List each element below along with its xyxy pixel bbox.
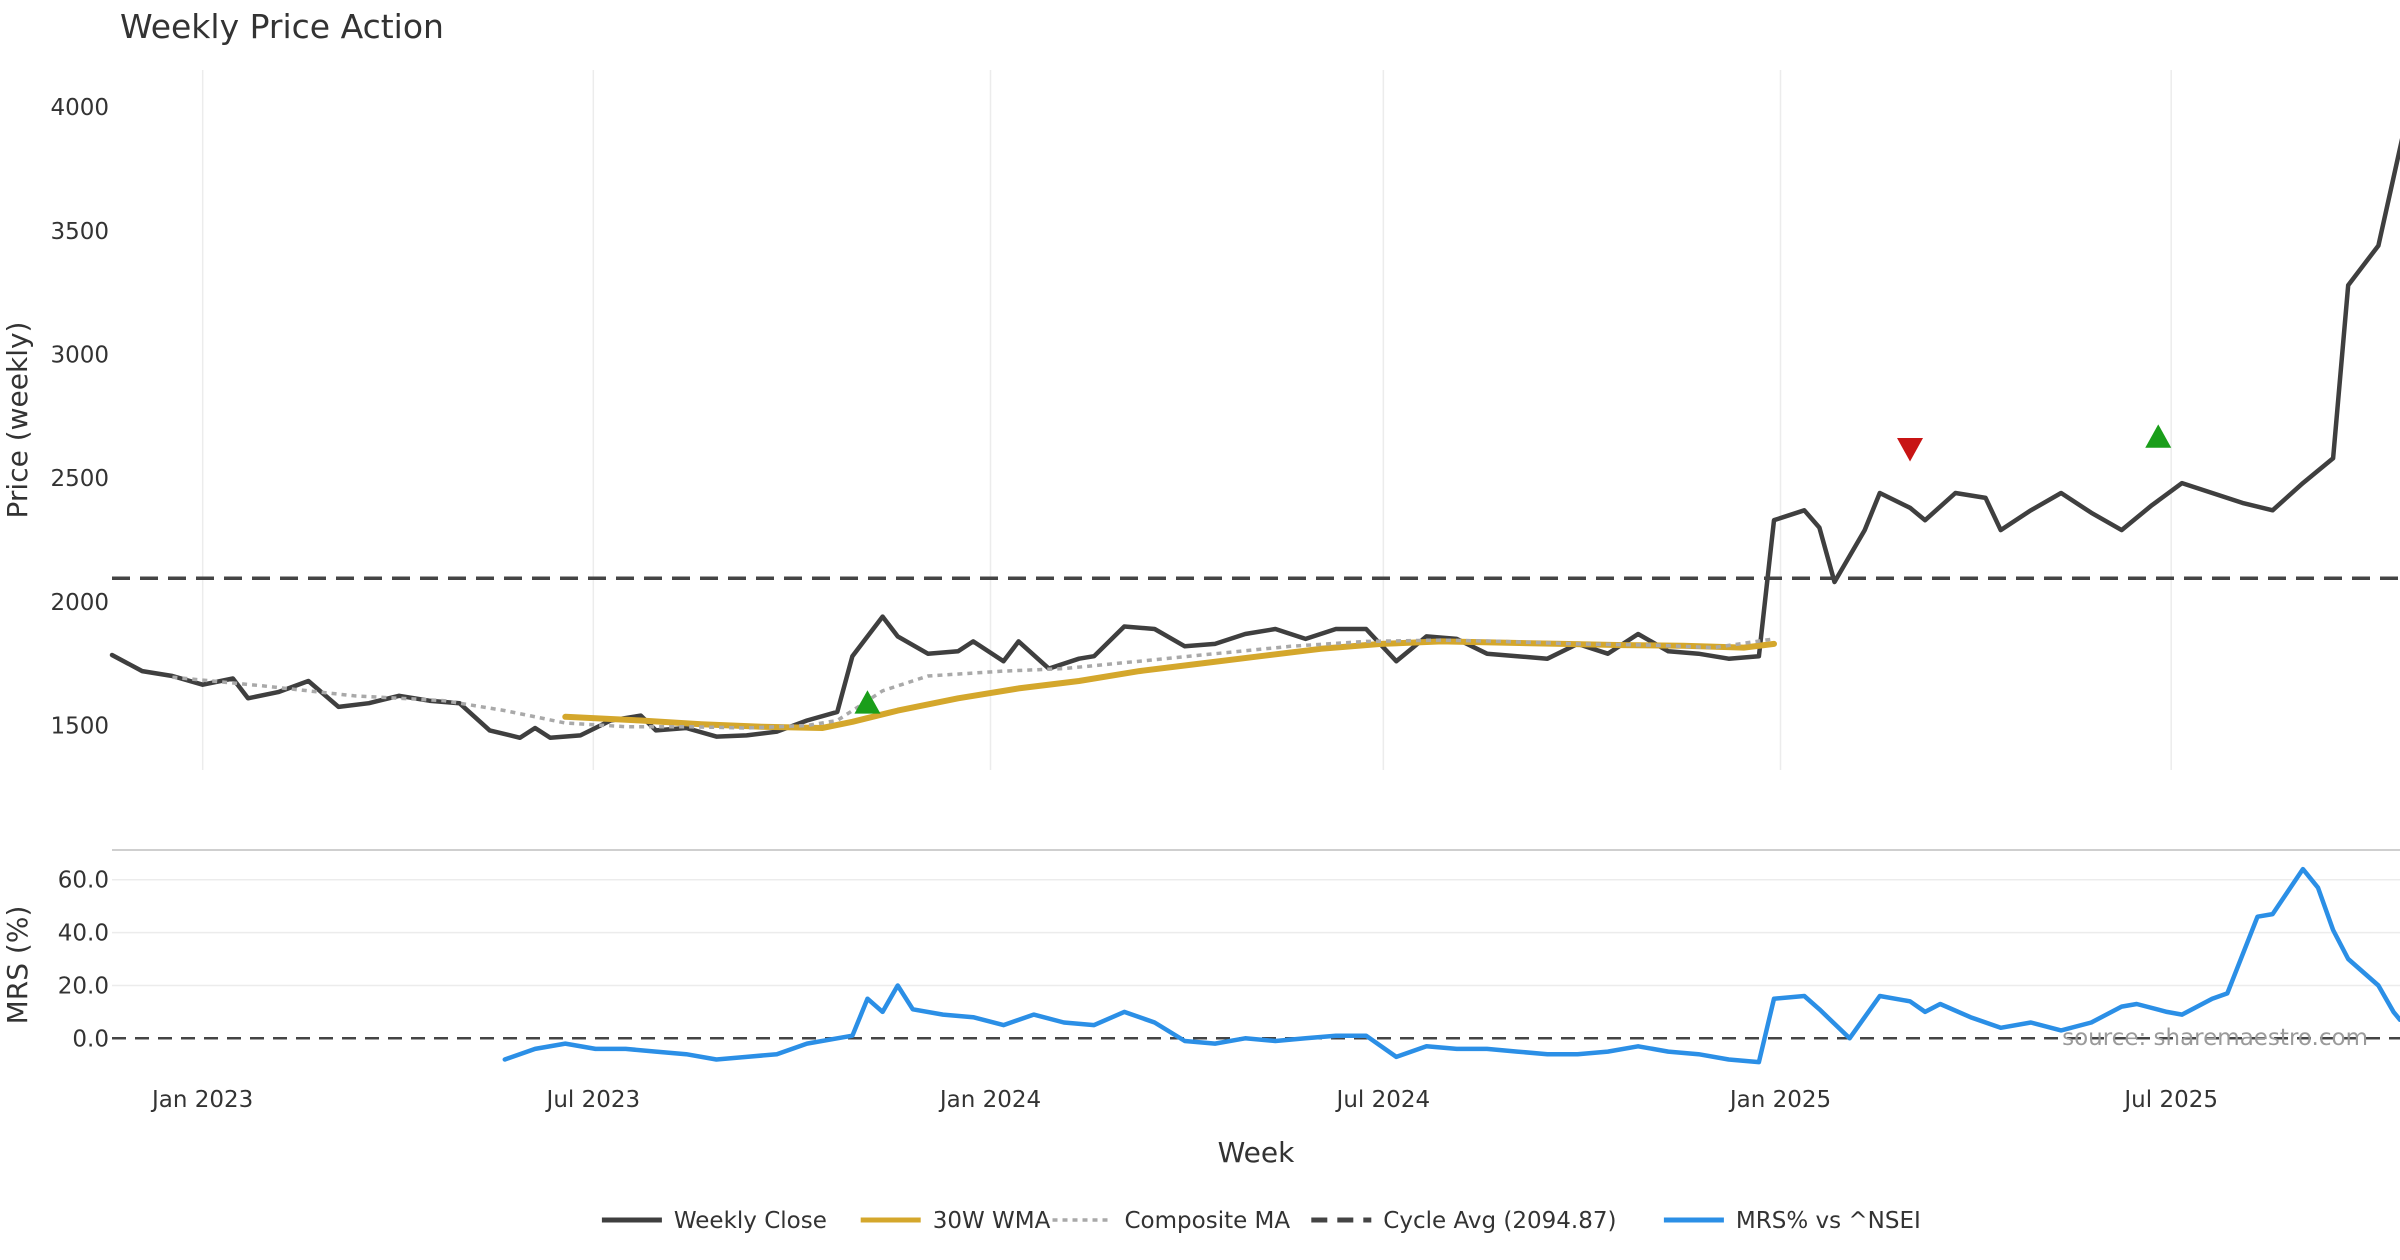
price-panel: 1500 2000 2500 3000 3500 4000 Price (weekly) [1, 70, 2400, 770]
price-y-axis: 1500 2000 2500 3000 3500 4000 [50, 95, 109, 739]
mrs-grid [112, 878, 2400, 987]
legend-label-2: Composite MA [1125, 1208, 1291, 1234]
legend-entry-3: Cycle Avg (2094.87) [1311, 1208, 1616, 1234]
legend-label-3: Cycle Avg (2094.87) [1383, 1208, 1616, 1234]
price-y-tick-5: 4000 [50, 95, 109, 121]
price-grid [201, 70, 2172, 770]
legend-entry-1: 30W WMA [860, 1208, 1051, 1234]
x-axis-label: Week [1218, 1136, 1295, 1169]
legend-label-4: MRS% vs ^NSEI [1736, 1208, 1921, 1234]
price-y-tick-0: 1500 [50, 713, 109, 739]
x-tick-4: Jan 2025 [1728, 1087, 1831, 1113]
price-y-tick-3: 3000 [50, 342, 109, 368]
x-tick-3: Jul 2024 [1335, 1087, 1431, 1113]
mrs-y-tick-0: 0.0 [72, 1026, 109, 1052]
mrs-panel: 0.0 20.0 40.0 60.0 MRS (%) source: sharemae… [1, 866, 2400, 1065]
signal-markers [854, 424, 2172, 714]
x-tick-0: Jan 2023 [150, 1087, 253, 1113]
legend-label-1: 30W WMA [933, 1208, 1051, 1234]
price-y-axis-label: Price (weekly) [1, 322, 34, 519]
mrs-y-tick-3: 60.0 [58, 868, 109, 894]
sell-signal-marker-1 [1897, 438, 1924, 462]
x-axis: Jan 2023 Jul 2023 Jan 2024 Jul 2024 Jan 2025… [150, 1087, 2218, 1113]
price-y-tick-2: 2500 [50, 466, 109, 492]
mrs-y-tick-1: 20.0 [58, 973, 109, 999]
price-y-tick-4: 3500 [50, 219, 109, 245]
price-y-tick-1: 2000 [50, 590, 109, 616]
legend: Weekly Close 30W WMA Composite MA Cycle Avg… [601, 1208, 1921, 1234]
chart-title: Weekly Price Action [120, 7, 444, 46]
legend-entry-0: Weekly Close [601, 1208, 827, 1234]
mrs-y-axis-label: MRS (%) [1, 906, 34, 1025]
series-30w-wma [562, 638, 1777, 731]
x-tick-5: Jul 2025 [2122, 1087, 2218, 1113]
series-mrs-vs-nsei [502, 866, 2400, 1065]
mrs-series-group [112, 866, 2400, 1065]
mrs-y-tick-2: 40.0 [58, 921, 109, 947]
legend-entry-4: MRS% vs ^NSEI [1663, 1208, 1921, 1234]
source-attribution: source: sharemaestro.com [2062, 1025, 2368, 1051]
legend-entry-2: Composite MA [1052, 1208, 1291, 1234]
x-tick-1: Jul 2023 [545, 1087, 641, 1113]
buy-signal-marker-0 [854, 690, 881, 714]
buy-signal-marker-2 [2145, 424, 2172, 448]
legend-label-0: Weekly Close [674, 1208, 827, 1234]
series-weekly-close [109, 137, 2400, 741]
price-series-group [109, 137, 2400, 741]
series-composite-ma [172, 637, 1775, 730]
mrs-y-axis: 0.0 20.0 40.0 60.0 [58, 868, 109, 1053]
x-tick-2: Jan 2024 [938, 1087, 1041, 1113]
